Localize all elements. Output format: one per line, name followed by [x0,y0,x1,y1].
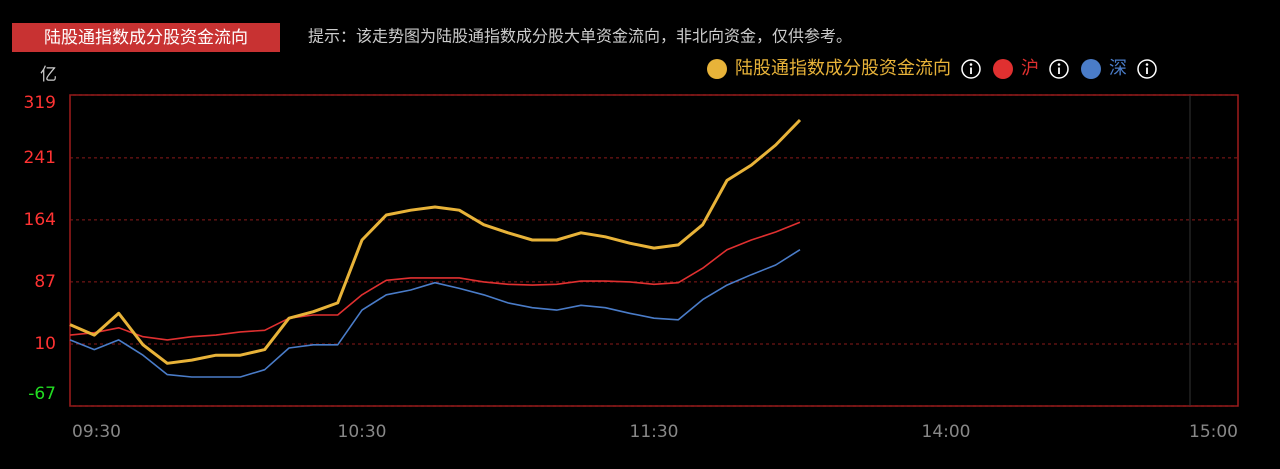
y-tick-label: 241 [24,148,56,168]
y-tick-label: 164 [24,210,56,230]
series-line [69,118,802,365]
legend-marker [707,59,727,79]
x-tick-label: 15:00 [1189,422,1238,442]
x-tick-label: 11:30 [630,422,679,442]
y-tick-label: 319 [24,93,56,113]
legend-item: 陆股通指数成分股资金流向 [707,58,981,79]
info-icon [961,59,981,79]
legend-label: 陆股通指数成分股资金流向 [735,58,951,79]
legend-item: 深 [1081,58,1157,79]
x-tick-label: 09:30 [72,422,121,442]
y-unit: 亿 [40,65,57,85]
x-tick-label: 10:30 [338,422,387,442]
legend-label: 深 [1109,58,1127,79]
info-icon-dot [1057,63,1061,66]
info-icon [1049,59,1069,79]
y-tick-label: 10 [34,334,56,354]
legend-marker [993,59,1013,79]
y-tick-label: 87 [34,272,56,292]
info-icon-dot [969,63,973,66]
y-tick-label: -67 [28,384,56,404]
series-line [69,221,801,341]
info-icon-dot [1145,63,1149,66]
legend-item: 沪 [993,58,1069,79]
title-tag [12,23,280,52]
x-tick-label: 14:00 [922,422,971,442]
legend-label: 沪 [1021,58,1039,79]
chart-title: 陆股通指数成分股资金流向 [44,28,248,48]
chart-hint: 提示：该走势图为陆股通指数成分股大单资金流向，非北向资金，仅供参考。 [308,27,852,46]
legend-marker [1081,59,1101,79]
info-icon [1137,59,1157,79]
series-line [69,249,801,378]
